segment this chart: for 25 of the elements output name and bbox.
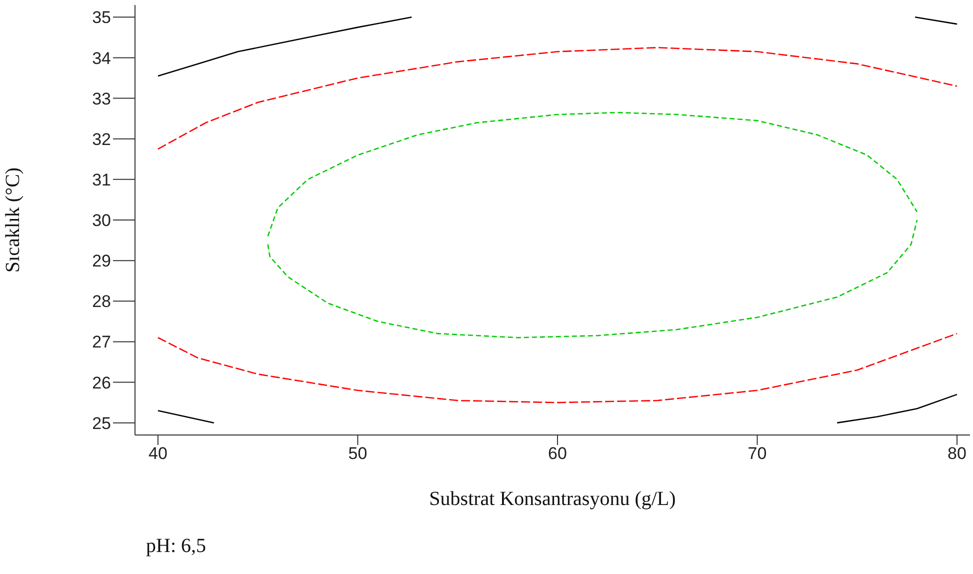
- line-series: [157, 16, 412, 77]
- y-tick-label: 30: [92, 211, 111, 230]
- x-tick-label: 80: [948, 444, 966, 464]
- line-series: [836, 394, 958, 424]
- y-tick-label: 28: [92, 292, 111, 312]
- line-series: [267, 112, 918, 237]
- x-tick-label: 40: [148, 444, 168, 464]
- y-tick-label: 35: [92, 8, 111, 28]
- line-series: [157, 46, 958, 150]
- text: pH: 6,5: [146, 535, 206, 558]
- line-series: [267, 219, 918, 338]
- x-tick-label: 50: [348, 444, 368, 464]
- y-tick-label: 31: [92, 170, 111, 190]
- y-tick-label: 27: [92, 332, 111, 352]
- y-tick-label: 26: [92, 373, 111, 392]
- y-tick-label: 34: [92, 48, 111, 68]
- x-tick-label: 60: [548, 444, 567, 464]
- y-tick-label: 33: [92, 89, 111, 108]
- y-tick-label: 25: [92, 414, 111, 433]
- line-series: [157, 332, 958, 404]
- y-tick-label: 29: [92, 252, 111, 271]
- y-axis-title: Sıcaklık (°C): [2, 167, 24, 273]
- x-axis-title: Substrat Konsantrasyonu (g/L): [428, 488, 677, 511]
- x-tick-label: 70: [748, 444, 767, 464]
- y-tick-label: 32: [92, 130, 111, 149]
